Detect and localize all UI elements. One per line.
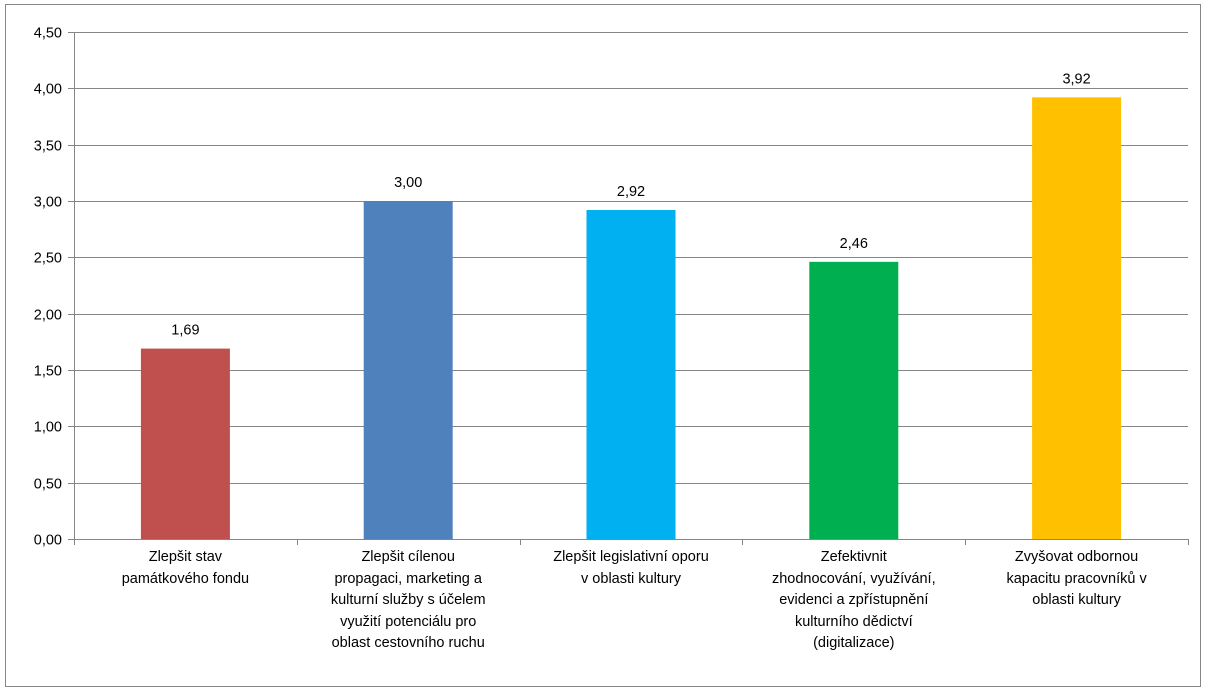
y-tick-label: 4,50 bbox=[34, 26, 62, 42]
x-tick-label-line: (digitalizace) bbox=[813, 635, 895, 651]
x-tick-label-line: kulturní služby s účelem bbox=[330, 592, 486, 608]
y-tick-label: 0,00 bbox=[34, 533, 62, 549]
x-tick-label-line: Zlepšit legislativní oporu bbox=[553, 549, 709, 565]
x-tick-label-line: oblast cestovního ruchu bbox=[331, 635, 485, 651]
data-label: 2,46 bbox=[840, 236, 868, 252]
y-tick-labels: 0,00 0,50 1,00 1,50 2,00 2,50 3,00 3,50 4,00 4,50 bbox=[34, 26, 62, 549]
x-tick-label-line: kapacitu pracovníků v bbox=[1006, 570, 1147, 587]
x-tick-label: Zlepšit legislativní oporu v oblasti kult… bbox=[524, 547, 738, 590]
bar bbox=[363, 201, 453, 539]
axes bbox=[68, 32, 1189, 545]
x-tick-label-line: propagaci, marketing a bbox=[334, 570, 482, 587]
bars bbox=[140, 97, 1122, 539]
y-tick-label: 3,50 bbox=[34, 139, 62, 155]
data-label: 2,92 bbox=[617, 184, 645, 200]
x-tick-label-line: Zlepšit stav bbox=[148, 549, 223, 565]
x-tick-label-line: kulturního dědictví bbox=[794, 613, 913, 630]
y-tick-label: 4,00 bbox=[34, 82, 62, 98]
x-tick-label-line: Zvyšovat odbornou bbox=[1014, 549, 1139, 565]
data-label: 3,00 bbox=[394, 175, 422, 191]
y-tick-label: 3,00 bbox=[34, 195, 62, 211]
x-tick-label-line: Zefektivnit bbox=[820, 549, 887, 565]
x-tick-label-line: zhodnocování, využívání, bbox=[771, 570, 936, 587]
data-label: 1,69 bbox=[171, 323, 199, 339]
bar bbox=[809, 261, 899, 539]
x-tick-label: Zvyšovat odbornou kapacitu pracovníků v ob… bbox=[970, 547, 1184, 612]
x-tick-label-line: evidenci a zpřístupnění bbox=[779, 592, 929, 608]
bar bbox=[586, 210, 676, 539]
x-tick-label: Zlepšit stav památkového fondu bbox=[78, 547, 292, 590]
data-labels: 1,69 3,00 2,92 2,46 3,92 bbox=[171, 71, 1090, 338]
y-tick-label: 2,50 bbox=[34, 251, 62, 267]
y-tick-label: 1,50 bbox=[34, 364, 62, 380]
x-tick-label-line: Zlepšit cílenou bbox=[361, 549, 455, 565]
x-tick-label: Zefektivnit zhodnocování, využívání, evide… bbox=[747, 547, 961, 655]
x-tick-label-line: v oblasti kultury bbox=[581, 570, 681, 587]
x-tick-label-line: využití potenciálu pro bbox=[340, 613, 477, 630]
x-tick-label-line: oblasti kultury bbox=[1032, 592, 1121, 608]
y-tick-label: 0,50 bbox=[34, 477, 62, 493]
gridlines bbox=[74, 32, 1188, 484]
bar bbox=[1032, 97, 1122, 539]
data-label: 3,92 bbox=[1062, 71, 1090, 87]
y-tick-label: 1,00 bbox=[34, 420, 62, 436]
y-tick-label: 2,00 bbox=[34, 308, 62, 324]
x-tick-label-line: památkového fondu bbox=[121, 570, 250, 587]
x-tick-label: Zlepšit cílenou propagaci, marketing a kul… bbox=[301, 547, 515, 655]
bar bbox=[140, 348, 230, 539]
